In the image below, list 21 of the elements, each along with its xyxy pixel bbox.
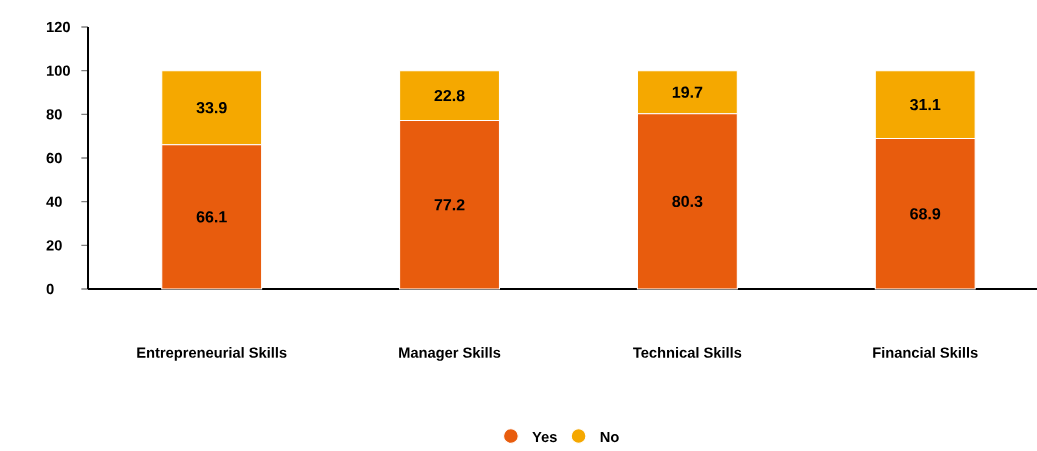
data-label: 68.9 bbox=[910, 208, 941, 220]
data-label: 77.2 bbox=[434, 199, 465, 211]
y-tick-label: 80 bbox=[46, 109, 62, 120]
data-label: 31.1 bbox=[910, 98, 941, 111]
legend-label: Yes bbox=[532, 431, 557, 443]
data-label: 66.1 bbox=[196, 211, 227, 223]
x-tick-label: Technical Skills bbox=[633, 347, 742, 358]
data-label: 80.3 bbox=[672, 195, 703, 208]
data-label: 22.8 bbox=[434, 89, 465, 102]
y-tick-label: 100 bbox=[46, 65, 70, 76]
y-tick-label: 20 bbox=[46, 240, 62, 251]
data-label: 19.7 bbox=[672, 86, 703, 98]
x-tick-label: Manager Skills bbox=[399, 347, 501, 361]
x-tick-label: Entrepreneurial Skills bbox=[137, 347, 287, 361]
legend-label: No bbox=[600, 431, 619, 443]
y-tick-label: 120 bbox=[46, 21, 70, 33]
y-tick-label: 60 bbox=[46, 152, 62, 164]
x-tick-label: Financial Skills bbox=[873, 347, 978, 358]
y-tick-label: 0 bbox=[46, 283, 54, 295]
data-label: 33.9 bbox=[196, 102, 227, 114]
y-tick-label: 40 bbox=[46, 196, 62, 207]
